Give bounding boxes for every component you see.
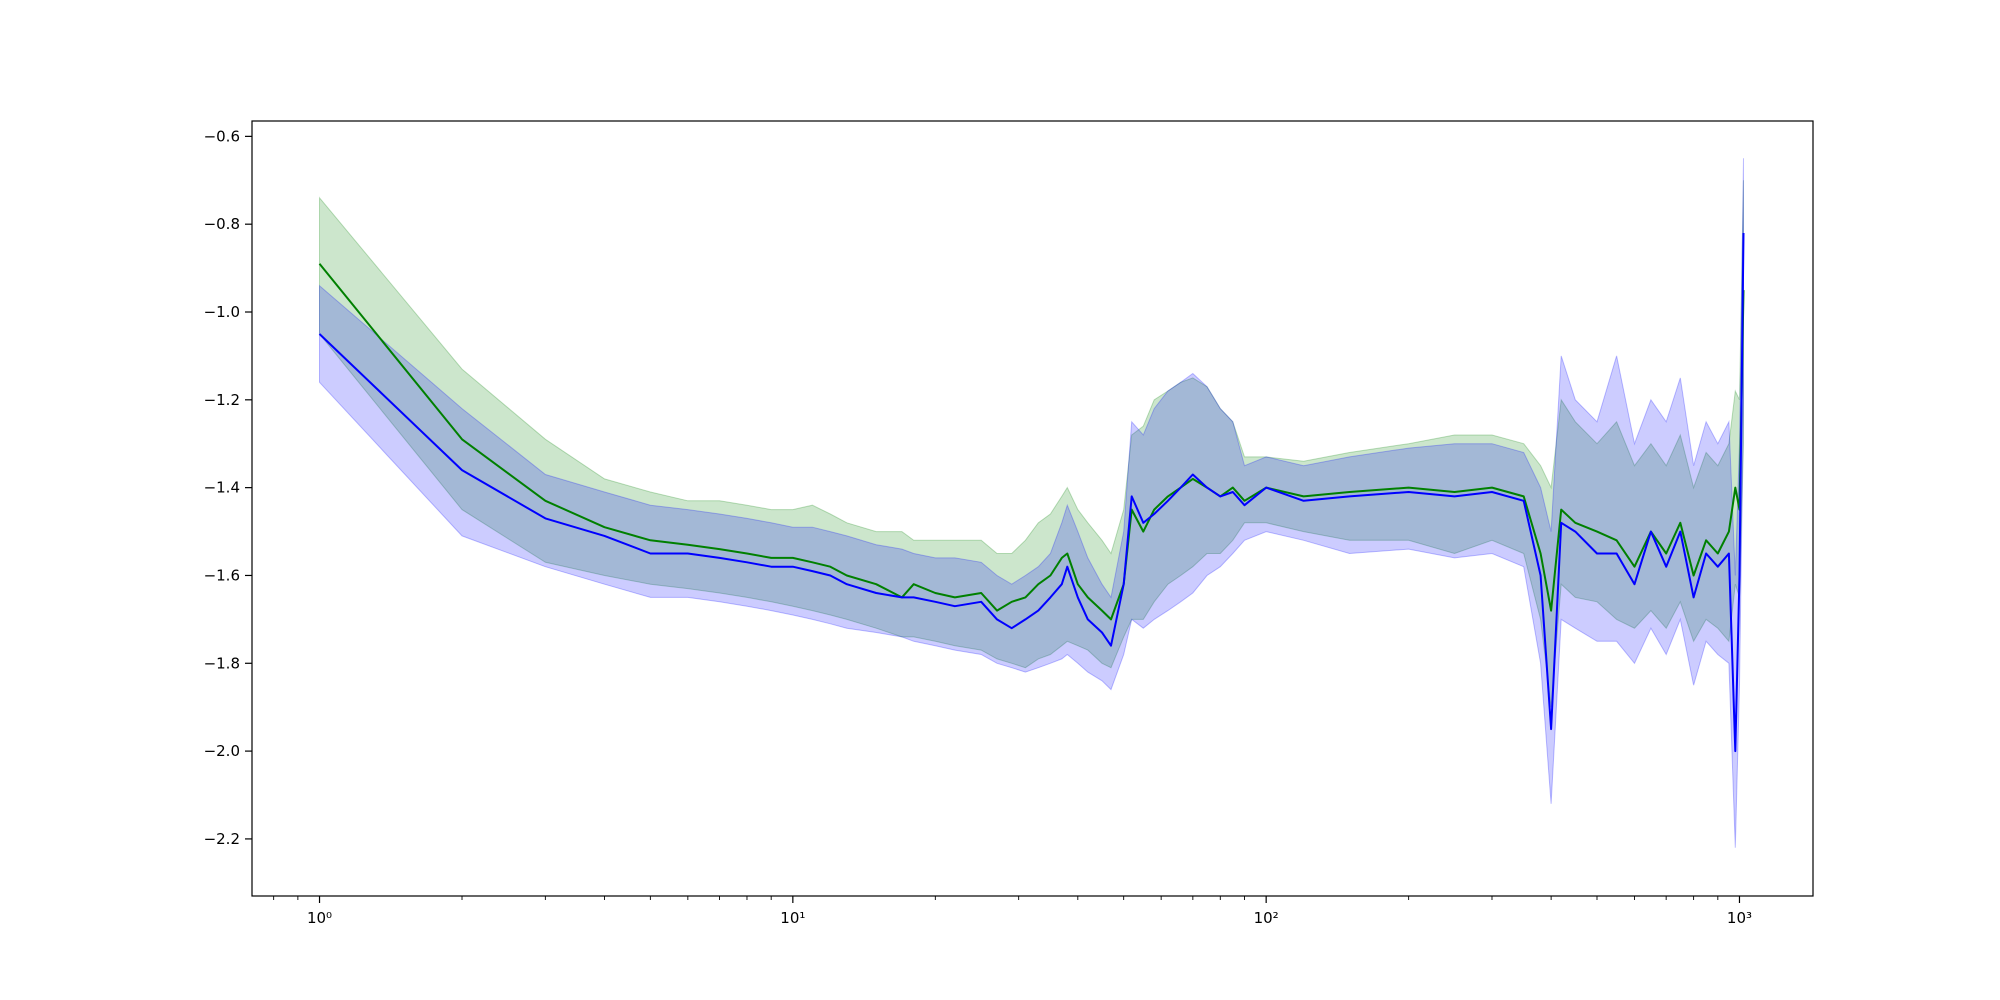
series-1-band (319, 180, 1744, 708)
y-tick-label-1: −0.8 (204, 215, 240, 233)
y-tick-label-6: −1.8 (204, 654, 240, 672)
x-tick-label-0: 10⁰ (307, 909, 332, 927)
y-tick-label-7: −2.0 (204, 742, 240, 760)
x-axis: 10⁰ 10¹ 10² 10³ (273, 896, 1752, 927)
y-axis: −0.6 −0.8 −1.0 −1.2 −1.4 −1.6 −1.8 −2.0 −2.2 (204, 127, 252, 848)
y-tick-label-2: −1.0 (204, 303, 240, 321)
y-tick-label-3: −1.2 (204, 391, 240, 409)
x-tick-label-2: 10² (1254, 909, 1279, 927)
series-1-line (318, 263, 1745, 621)
y-tick-label-0: −0.6 (204, 127, 240, 145)
series-2-line (318, 232, 1745, 753)
y-tick-label-4: −1.4 (204, 479, 240, 497)
y-tick-label-8: −2.2 (204, 830, 240, 848)
axes-frame (251, 120, 1814, 897)
x-tick-label-1: 10¹ (780, 909, 805, 927)
y-tick-label-5: −1.6 (204, 566, 240, 584)
series-lines (318, 232, 1745, 753)
confidence-bands (319, 158, 1744, 848)
series-2-band (319, 158, 1744, 848)
x-tick-label-3: 10³ (1727, 909, 1752, 927)
